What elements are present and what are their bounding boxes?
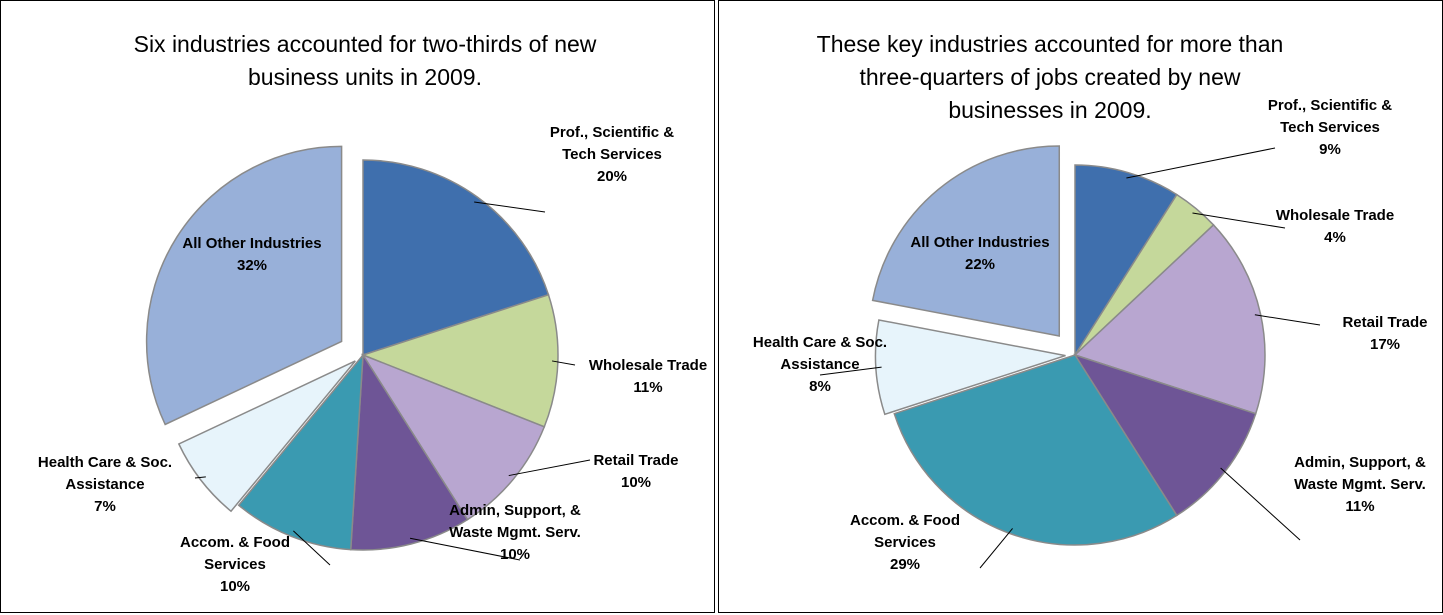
pie-slice <box>145 145 343 426</box>
pie-slice <box>360 293 559 428</box>
leader-line <box>819 366 882 376</box>
pie-slice <box>1074 164 1178 358</box>
leader-line <box>508 459 591 477</box>
slice-value: 10% <box>499 546 531 563</box>
slice-value: 11% <box>1345 498 1375 515</box>
slice-label: All Other Industries 32% <box>177 233 327 277</box>
slice-value: 32% <box>236 257 268 274</box>
slice-label: Accom. & Food Services 29% <box>830 510 980 576</box>
slice-value: 10% <box>219 578 251 595</box>
chart-title: These key industries accounted for more … <box>816 31 1284 123</box>
slice-name: Wholesale Trade <box>588 357 708 374</box>
slice-label: Accom. & Food Services 10% <box>160 532 310 598</box>
slice-label: Prof., Scientific & Tech Services 9% <box>1255 95 1405 161</box>
chart-title: Six industries accounted for two-thirds … <box>133 31 597 90</box>
slice-value: 29% <box>889 556 921 573</box>
pie-slice <box>871 145 1061 337</box>
slice-name: Accom. & Food Services <box>179 534 290 573</box>
slice-value: 22% <box>964 256 996 273</box>
slice-value: 17% <box>1369 336 1401 353</box>
leader-line <box>409 537 521 561</box>
leader-line <box>474 201 546 213</box>
slice-name: All Other Industries <box>182 235 322 252</box>
leader-line <box>1126 147 1276 179</box>
slice-label: Wholesale Trade 4% <box>1260 205 1410 249</box>
slice-value: 20% <box>596 168 628 185</box>
slice-value: 11% <box>633 379 663 396</box>
pie-slice <box>237 352 364 551</box>
slice-name: Admin, Support, & Waste Mgmt. Serv. <box>449 502 581 541</box>
pie-slice <box>361 353 546 521</box>
slice-label: Wholesale Trade 11% <box>573 355 723 399</box>
pie-slice <box>1073 223 1266 415</box>
left-panel <box>0 0 715 613</box>
slice-name: All Other Industries <box>910 234 1050 251</box>
slice-name: Accom. & Food Services <box>849 512 960 551</box>
slice-value: 7% <box>94 498 116 515</box>
slice-name: Health Care & Soc. Assistance <box>37 454 173 493</box>
pie-slice <box>362 159 550 357</box>
pie-slice <box>349 352 469 551</box>
slice-name: Prof., Scientific & Tech Services <box>1267 97 1393 136</box>
slice-value: 10% <box>620 474 652 491</box>
slice-name: Retail Trade <box>1342 314 1428 331</box>
slice-label: Prof., Scientific & Tech Services 20% <box>537 122 687 188</box>
slice-label: Retail Trade 10% <box>561 450 711 494</box>
slice-value: 9% <box>1319 141 1341 158</box>
leader-line <box>551 360 576 366</box>
leader-line <box>1254 314 1321 326</box>
pie-slice <box>893 354 1178 546</box>
leader-line <box>293 530 331 566</box>
slice-label: Health Care & Soc. Assistance 7% <box>30 452 180 518</box>
slice-name: Wholesale Trade <box>1275 207 1395 224</box>
slice-name: Prof., Scientific & Tech Services <box>549 124 675 163</box>
slice-value: 4% <box>1324 229 1346 246</box>
slice-label: Health Care & Soc. Assistance 8% <box>745 332 895 398</box>
slice-label: Admin, Support, & Waste Mgmt. Serv. 11% <box>1285 452 1435 518</box>
slice-name: Retail Trade <box>593 452 679 469</box>
slice-name: Health Care & Soc. Assistance <box>752 334 888 373</box>
leader-line <box>1220 467 1301 541</box>
slice-label: All Other Industries 22% <box>905 232 1055 276</box>
slice-label: Admin, Support, & Waste Mgmt. Serv. 10% <box>440 500 590 566</box>
slice-value: 8% <box>809 378 831 395</box>
leader-line <box>1192 212 1286 229</box>
slice-label: Retail Trade 17% <box>1310 312 1443 356</box>
leader-line <box>979 528 1013 569</box>
slice-name: Admin, Support, & Waste Mgmt. Serv. <box>1294 454 1426 493</box>
pie-slice <box>177 360 356 513</box>
leader-line <box>194 476 206 479</box>
